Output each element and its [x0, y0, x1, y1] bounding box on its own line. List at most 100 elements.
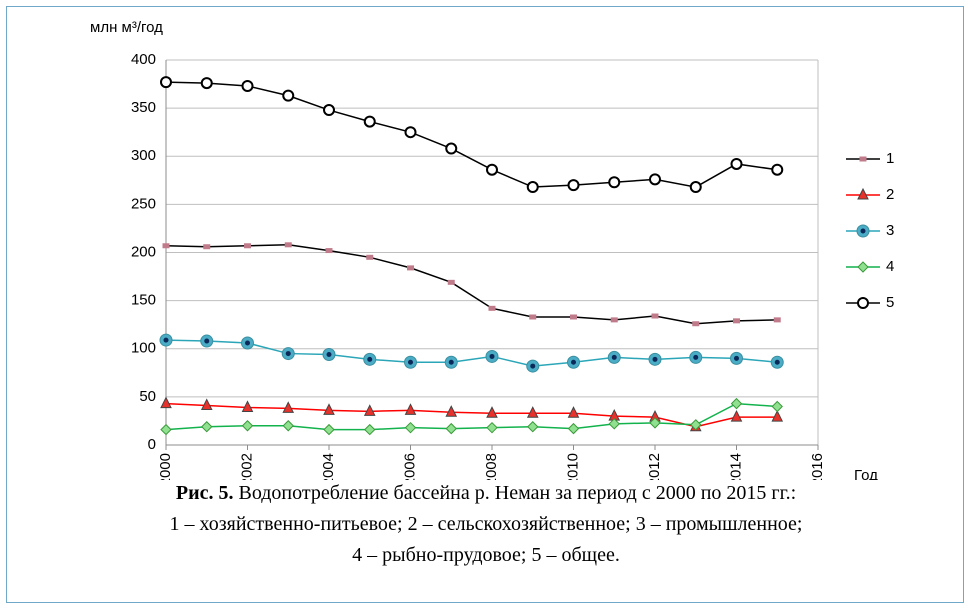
marker	[323, 104, 335, 117]
legend-label: 2	[886, 186, 894, 203]
marker	[445, 405, 458, 417]
marker-core	[448, 359, 454, 365]
marker	[203, 244, 211, 250]
marker	[526, 406, 539, 418]
marker	[485, 349, 499, 363]
marker	[771, 409, 784, 422]
legend-label: 4	[886, 258, 894, 275]
chart: млн м³/год Год 0 50 100 150 200 250 300 350 400 2…	[90, 19, 894, 480]
marker-core	[367, 356, 373, 362]
marker	[857, 261, 869, 273]
marker	[486, 406, 498, 418]
x-tick-label: 2012	[646, 453, 663, 480]
marker	[244, 243, 251, 249]
x-tick-label: 2000	[157, 453, 174, 480]
x-tick-label: 2014	[727, 453, 744, 480]
marker	[733, 318, 740, 324]
y-tick-label: 200	[131, 243, 156, 260]
marker	[610, 317, 618, 323]
y-tick-label: 400	[131, 51, 156, 68]
x-tick-label: 2008	[483, 453, 500, 480]
marker	[160, 396, 172, 409]
x-tick-label: 2004	[320, 453, 337, 480]
marker	[366, 254, 374, 260]
y-tick-label: 350	[131, 99, 156, 116]
y-tick-label: 250	[131, 195, 156, 212]
marker	[284, 242, 292, 248]
legend-label: 1	[886, 150, 894, 167]
marker	[570, 314, 577, 320]
marker-core	[693, 354, 699, 360]
marker	[282, 89, 295, 102]
marker	[404, 126, 417, 139]
marker-core	[611, 354, 617, 360]
marker	[567, 179, 580, 192]
marker	[690, 419, 702, 431]
marker	[404, 355, 417, 369]
marker	[323, 403, 335, 415]
marker	[689, 350, 703, 364]
marker	[325, 248, 333, 254]
marker	[200, 398, 213, 411]
x-axis-label: Год	[854, 467, 878, 480]
marker	[281, 347, 295, 361]
marker-core	[774, 359, 780, 365]
marker	[648, 352, 662, 366]
marker	[567, 422, 580, 435]
marker	[159, 333, 173, 347]
marker-core	[204, 338, 210, 344]
legend-label: 3	[886, 222, 894, 239]
marker	[527, 421, 539, 433]
marker-core	[530, 363, 536, 369]
marker	[241, 420, 254, 432]
marker	[730, 409, 743, 422]
caption-line: 4 – рыбно-прудовое; 5 – общее.	[352, 544, 620, 566]
marker	[859, 156, 867, 162]
marker-core	[163, 337, 169, 343]
marker	[608, 176, 621, 189]
marker	[444, 355, 458, 369]
marker	[486, 421, 498, 434]
marker	[200, 334, 214, 348]
marker-core	[245, 340, 250, 346]
marker	[282, 420, 294, 432]
marker	[526, 359, 540, 373]
y-tick-label: 150	[131, 292, 156, 309]
marker	[407, 265, 414, 271]
marker	[529, 314, 537, 320]
marker	[567, 355, 580, 369]
y-axis-label: млн м³/год	[90, 19, 163, 36]
marker	[404, 421, 417, 434]
marker	[856, 224, 870, 238]
marker	[857, 187, 869, 200]
legend-item: 4	[846, 258, 894, 275]
marker	[282, 401, 295, 413]
marker	[445, 422, 457, 435]
marker	[730, 397, 743, 410]
series-line	[165, 339, 778, 367]
marker-core	[285, 351, 291, 357]
marker	[608, 418, 620, 430]
marker	[857, 297, 869, 309]
marker	[770, 355, 784, 369]
marker	[363, 115, 376, 128]
y-tick-label: 300	[131, 147, 156, 164]
marker-core	[408, 359, 413, 365]
marker	[692, 321, 700, 327]
marker-core	[489, 353, 495, 359]
caption-text: Водопотребление бассейна р. Неман за пер…	[238, 482, 797, 504]
marker	[445, 142, 458, 155]
legend-label: 5	[886, 294, 894, 311]
marker	[322, 348, 336, 362]
marker	[241, 336, 254, 350]
marker	[607, 350, 621, 364]
caption: Рис. 5. Водопотребление бассейна р. Нема…	[0, 478, 972, 571]
marker	[649, 417, 661, 429]
legend-item: 5	[846, 294, 894, 311]
marker-core	[571, 359, 576, 365]
x-tick-label: 2002	[238, 453, 255, 480]
marker-core	[652, 356, 658, 362]
marker	[567, 406, 580, 418]
marker	[526, 181, 539, 194]
